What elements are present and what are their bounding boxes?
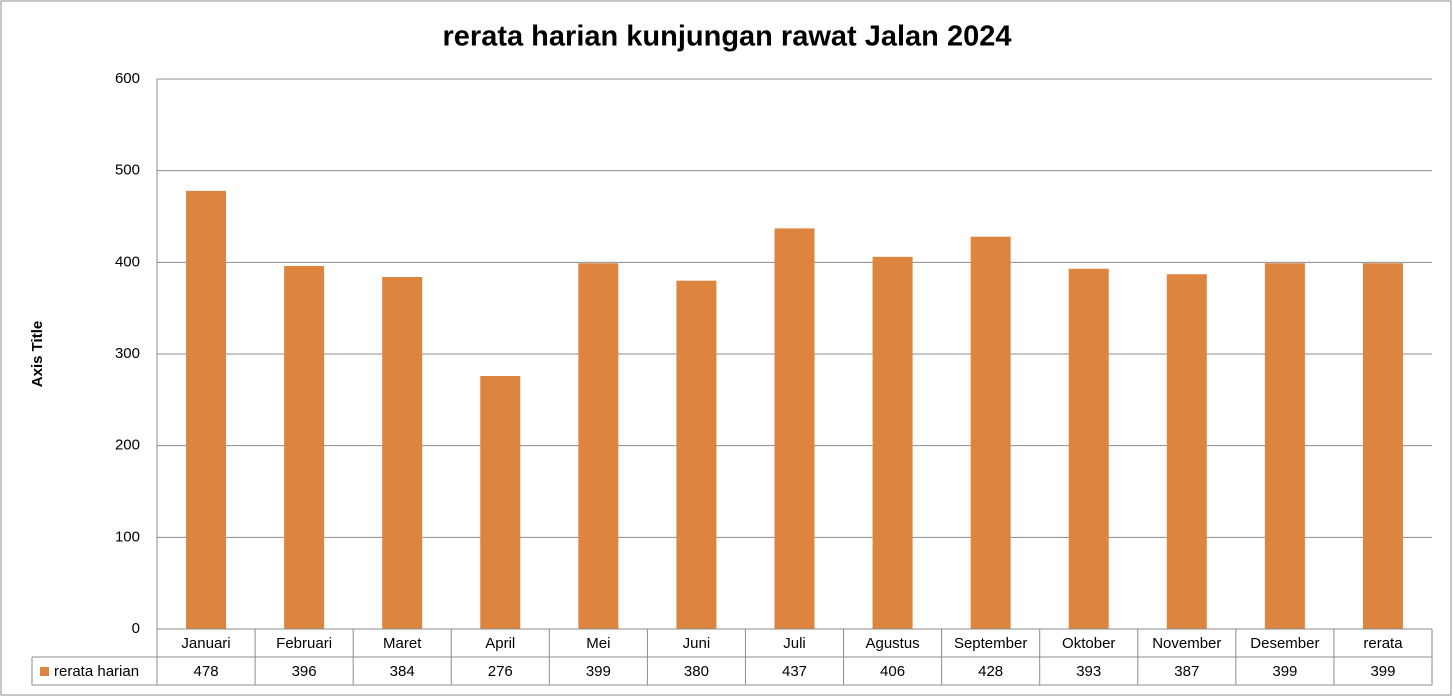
bar bbox=[1166, 274, 1207, 629]
legend-label: rerata harian bbox=[54, 663, 139, 680]
x-tick-label: September bbox=[954, 635, 1027, 652]
bar bbox=[1264, 263, 1305, 629]
bar bbox=[578, 263, 619, 629]
bar bbox=[676, 280, 717, 629]
y-tick-label: 100 bbox=[115, 528, 140, 545]
x-tick-label: Februari bbox=[276, 635, 332, 652]
bar bbox=[1068, 268, 1109, 629]
bar bbox=[1362, 263, 1403, 629]
table-value: 396 bbox=[292, 663, 317, 680]
bar bbox=[480, 376, 521, 629]
x-tick-label: Oktober bbox=[1062, 635, 1115, 652]
bar bbox=[382, 277, 423, 629]
x-tick-label: Maret bbox=[383, 635, 422, 652]
y-axis-title: Axis Title bbox=[29, 321, 46, 387]
x-tick-label: Juni bbox=[683, 635, 711, 652]
x-tick-label: Agustus bbox=[865, 635, 919, 652]
x-tick-label: Januari bbox=[181, 635, 230, 652]
bar bbox=[970, 236, 1011, 629]
table-value: 399 bbox=[586, 663, 611, 680]
bar bbox=[284, 266, 325, 629]
table-value: 276 bbox=[488, 663, 513, 680]
x-tick-label: November bbox=[1152, 635, 1221, 652]
table-value: 399 bbox=[1370, 663, 1395, 680]
x-tick-label: Desember bbox=[1250, 635, 1319, 652]
table-value: 478 bbox=[194, 663, 219, 680]
bar bbox=[186, 190, 227, 630]
legend-key bbox=[40, 667, 49, 676]
table-value: 399 bbox=[1272, 663, 1297, 680]
x-tick-label: Juli bbox=[783, 635, 806, 652]
table-value: 387 bbox=[1174, 663, 1199, 680]
chart-title: rerata harian kunjungan rawat Jalan 2024 bbox=[443, 21, 1012, 53]
y-tick-label: 0 bbox=[132, 620, 140, 637]
bar bbox=[872, 256, 913, 629]
table-value: 384 bbox=[390, 663, 415, 680]
x-tick-label: April bbox=[485, 635, 515, 652]
table-value: 437 bbox=[782, 663, 807, 680]
y-tick-label: 500 bbox=[115, 162, 140, 179]
table-value: 380 bbox=[684, 663, 709, 680]
table-value: 428 bbox=[978, 663, 1003, 680]
x-tick-label: Mei bbox=[586, 635, 610, 652]
x-tick-label: rerata bbox=[1363, 635, 1403, 652]
table-value: 393 bbox=[1076, 663, 1101, 680]
table-value: 406 bbox=[880, 663, 905, 680]
bar bbox=[774, 228, 815, 629]
y-tick-label: 200 bbox=[115, 437, 140, 454]
y-tick-label: 300 bbox=[115, 345, 140, 362]
y-tick-label: 400 bbox=[115, 253, 140, 270]
y-tick-label: 600 bbox=[115, 70, 140, 87]
